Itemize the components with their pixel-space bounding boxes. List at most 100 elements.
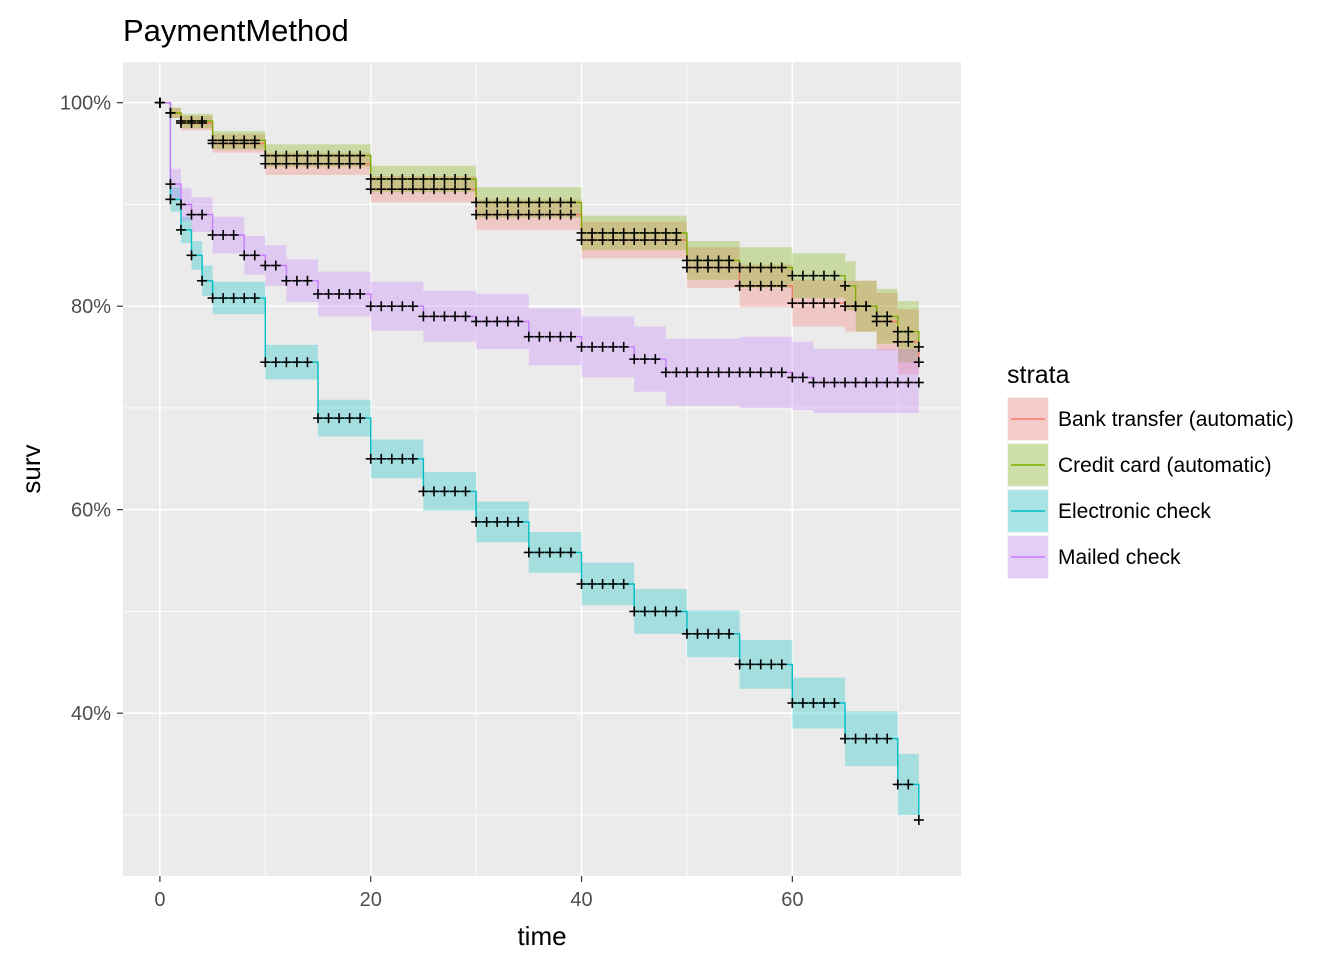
censor-mark — [587, 341, 598, 352]
censor-mark — [808, 298, 819, 309]
censor-mark — [418, 174, 429, 185]
censor-mark — [471, 197, 482, 208]
censor-mark — [154, 97, 165, 108]
y-axis-ticks: 40% 60% 80% 100% — [60, 93, 123, 725]
censor-mark — [639, 606, 650, 617]
y-tick-label: 80% — [71, 296, 111, 318]
censor-mark — [671, 606, 682, 617]
censor-mark — [787, 298, 798, 309]
censor-mark — [313, 150, 324, 161]
censor-mark — [218, 293, 229, 304]
censor-mark — [787, 698, 798, 709]
censor-mark — [565, 547, 576, 558]
censor-mark — [492, 316, 503, 327]
censor-mark — [745, 262, 756, 273]
censor-mark — [829, 377, 840, 388]
censor-mark — [523, 547, 534, 558]
censor-mark — [555, 197, 566, 208]
censor-mark — [397, 301, 408, 312]
censor-mark — [692, 367, 703, 378]
censor-mark — [861, 301, 872, 312]
censor-mark — [745, 659, 756, 670]
censor-mark — [313, 288, 324, 299]
censor-mark — [302, 275, 313, 286]
censor-mark — [629, 606, 640, 617]
censor-mark — [302, 357, 313, 368]
censor-mark — [165, 107, 176, 118]
censor-mark — [323, 150, 334, 161]
censor-mark — [629, 227, 640, 238]
censor-mark — [323, 413, 334, 424]
censor-mark — [291, 150, 302, 161]
censor-mark — [797, 698, 808, 709]
censor-mark — [460, 486, 471, 497]
censor-mark — [281, 150, 292, 161]
censor-mark — [671, 367, 682, 378]
legend-label-mailed-check: Mailed check — [1058, 546, 1181, 569]
censor-mark — [871, 377, 882, 388]
y-axis-title: surv — [16, 444, 46, 493]
censor-mark — [502, 516, 513, 527]
censor-mark — [365, 453, 376, 464]
censor-mark — [871, 733, 882, 744]
censor-mark — [734, 280, 745, 291]
censor-mark — [397, 174, 408, 185]
censor-mark — [428, 486, 439, 497]
line-credit-card-automatic- — [159, 102, 920, 347]
censor-mark — [618, 341, 629, 352]
censor-mark — [882, 311, 893, 322]
censor-mark — [228, 293, 239, 304]
censor-mark — [207, 229, 218, 240]
censor-mark — [787, 270, 798, 281]
censor-mark — [228, 135, 239, 146]
censor-mark — [239, 250, 250, 261]
censor-mark — [365, 301, 376, 312]
censor-mark — [344, 288, 355, 299]
censor-mark — [407, 453, 418, 464]
censor-mark — [766, 262, 777, 273]
censor-mark — [376, 184, 387, 195]
censor-mark — [460, 184, 471, 195]
censor-mark — [713, 255, 724, 266]
censor-mark — [407, 174, 418, 185]
censor-mark — [534, 209, 545, 220]
censor-mark — [840, 280, 851, 291]
censor-mark — [471, 209, 482, 220]
censor-mark — [471, 316, 482, 327]
censor-mark — [608, 341, 619, 352]
censor-mark — [460, 174, 471, 185]
censor-mark — [418, 184, 429, 195]
censor-mark — [355, 413, 366, 424]
censor-mark — [660, 606, 671, 617]
censor-mark — [376, 453, 387, 464]
censor-mark — [713, 367, 724, 378]
censor-mark — [502, 209, 513, 220]
censor-mark — [903, 779, 914, 790]
censor-mark — [376, 301, 387, 312]
censor-mark — [724, 255, 735, 266]
censor-mark — [703, 255, 714, 266]
censor-mark — [797, 270, 808, 281]
censor-mark — [745, 367, 756, 378]
censor-mark — [892, 779, 903, 790]
censor-mark — [766, 367, 777, 378]
censor-mark — [334, 150, 345, 161]
chart-title: PaymentMethod — [123, 13, 349, 48]
censor-mark — [418, 486, 429, 497]
censor-mark — [302, 150, 313, 161]
x-tick-label: 0 — [154, 889, 165, 911]
censor-mark — [428, 311, 439, 322]
censor-mark — [197, 116, 208, 127]
censor-mark — [534, 331, 545, 342]
censor-mark — [555, 547, 566, 558]
censor-mark — [724, 367, 735, 378]
censor-mark — [808, 377, 819, 388]
ribbon-electronic-check — [159, 102, 919, 831]
censor-mark — [671, 227, 682, 238]
censor-mark — [681, 628, 692, 639]
censor-mark — [608, 227, 619, 238]
censor-mark — [523, 331, 534, 342]
censor-mark — [513, 197, 524, 208]
censor-mark — [913, 815, 924, 826]
